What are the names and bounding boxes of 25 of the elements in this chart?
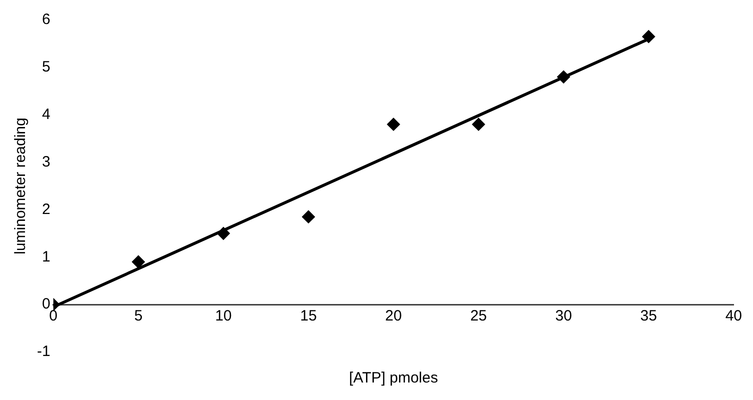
point	[557, 70, 570, 84]
point	[472, 118, 486, 131]
point	[642, 30, 656, 44]
x-tick-label: 20	[385, 308, 402, 325]
point	[387, 118, 400, 131]
x-tick-label: 5	[134, 308, 143, 325]
point	[216, 226, 230, 240]
x-tick-label: 15	[300, 308, 317, 325]
point	[302, 210, 315, 224]
x-tick-label: 10	[215, 308, 232, 325]
y-tick-label: 5	[42, 58, 50, 76]
x-tick-label: 25	[470, 308, 487, 325]
y-tick-label: 2	[42, 200, 50, 218]
y-tick-label: 3	[42, 153, 50, 170]
x-tick-label: 30	[555, 308, 572, 325]
y-tick-label: 0	[42, 296, 50, 313]
point	[132, 255, 145, 268]
y-tick-label: 6	[42, 11, 50, 28]
y-axis-title: luminometer reading	[12, 118, 30, 254]
y-tick-label: 1	[42, 248, 50, 266]
y-tick-label: -1	[36, 343, 50, 360]
y-tick-label: 4	[42, 106, 50, 123]
x-tick-label: 40	[725, 308, 742, 325]
x-axis-title: [ATP] pmoles	[349, 370, 438, 387]
x-tick-label: 35	[640, 308, 657, 325]
